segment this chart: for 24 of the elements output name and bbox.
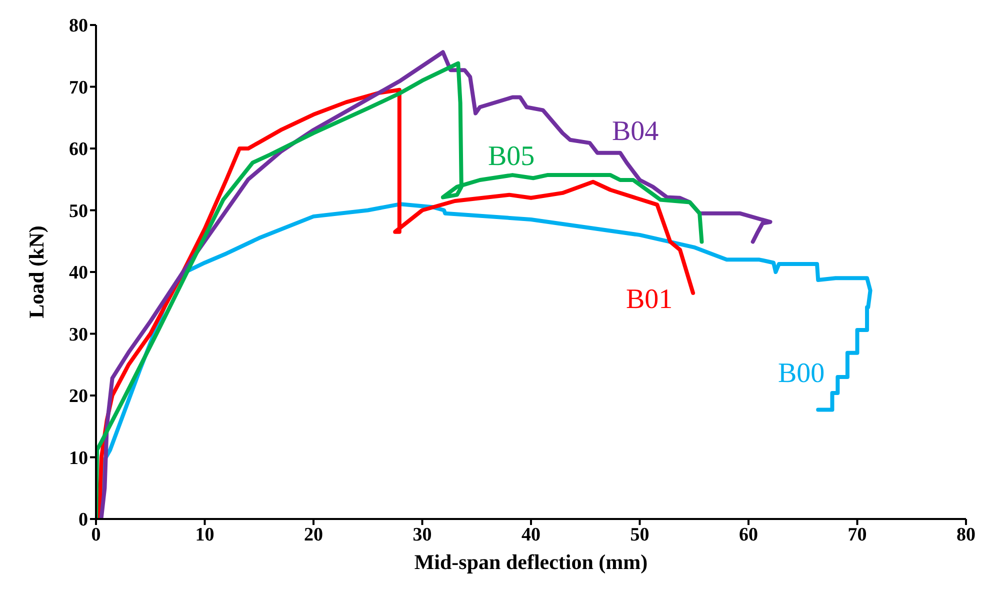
x-tick-label: 50: [630, 524, 650, 546]
x-tick-label: 60: [739, 524, 758, 546]
x-tick-label: 40: [522, 524, 540, 546]
y-tick-label: 60: [69, 139, 88, 160]
y-tick-label: 30: [69, 324, 88, 346]
series-label: B00: [778, 358, 825, 389]
y-axis-title: Load (kN): [24, 226, 48, 318]
x-tick-label: 30: [412, 524, 432, 546]
x-tick-label: 20: [304, 524, 323, 546]
y-tick-label: 0: [78, 510, 88, 531]
x-tick-label: 70: [848, 524, 867, 546]
x-tick-label: 10: [195, 524, 214, 546]
series-label: B04: [612, 116, 659, 147]
y-tick-label: 10: [69, 448, 88, 469]
y-tick-label: 70: [69, 77, 88, 98]
series-label: B01: [626, 284, 673, 315]
x-tick-label: 0: [91, 524, 101, 546]
y-tick-label: 40: [69, 262, 88, 284]
y-tick-label: 20: [69, 386, 88, 408]
y-tick-label: 50: [69, 200, 88, 222]
y-tick-label: 80: [69, 16, 88, 37]
series-label: B05: [488, 141, 535, 172]
x-axis-title: Mid-span deflection (mm): [414, 550, 648, 574]
x-tick-label: 80: [956, 524, 976, 546]
